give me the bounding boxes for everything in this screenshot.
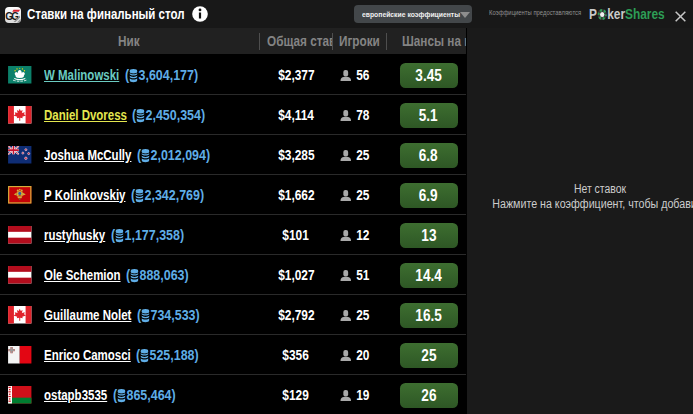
svg-text:G: G [11, 11, 19, 22]
